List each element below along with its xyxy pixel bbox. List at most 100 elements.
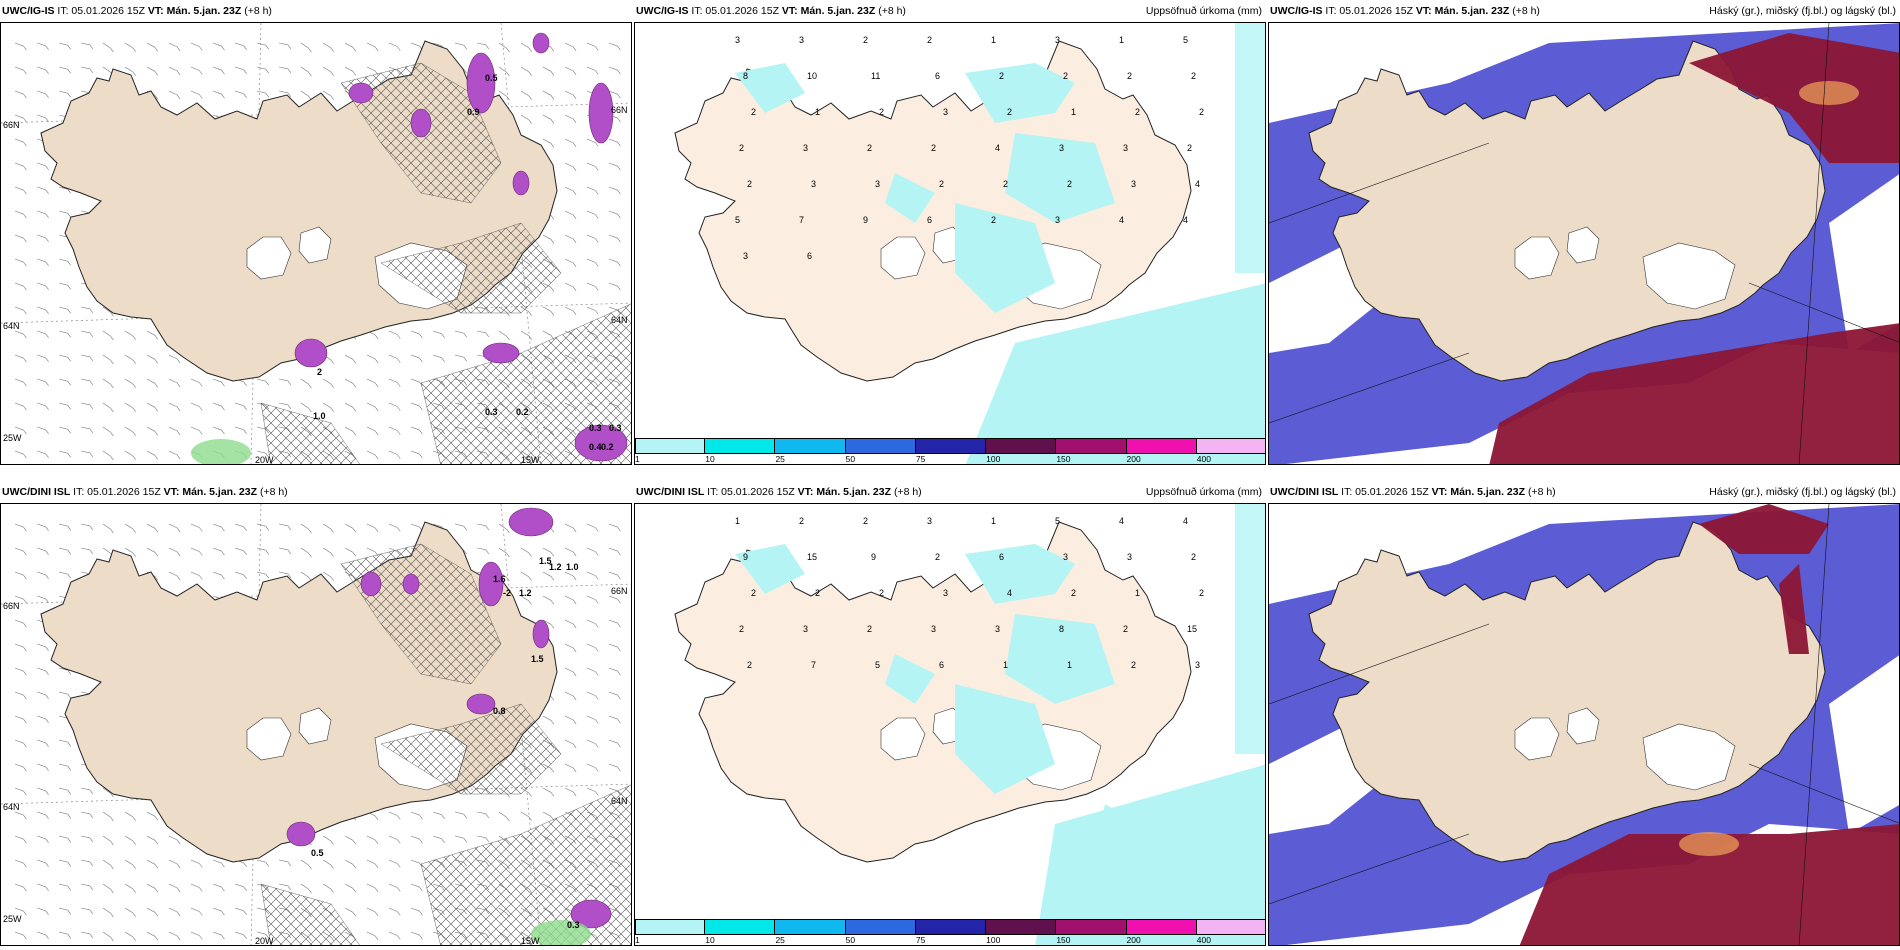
wind-barb bbox=[550, 624, 555, 629]
wind-barb bbox=[432, 330, 442, 334]
glacier-gap bbox=[880, 717, 926, 761]
cloud-map[interactable] bbox=[1268, 22, 1900, 465]
wind-barb bbox=[388, 330, 398, 335]
wind-barb bbox=[132, 936, 136, 941]
colorbar-swatch bbox=[1126, 919, 1197, 935]
wind-barb bbox=[485, 44, 490, 49]
lon-label-20w: 20W bbox=[255, 936, 274, 946]
wind-barb bbox=[419, 934, 423, 940]
cloud-map[interactable] bbox=[1268, 503, 1900, 946]
wind-barb bbox=[234, 931, 244, 935]
precip-map[interactable]: 3 3 2 2 1 3 1 5 8 10 11 6 2 2 2 2 2 1 2 3 2 1 2 2 2 3 2 2 4 3 3 2 2 3 3 2 2 2… bbox=[634, 22, 1266, 465]
model-name: UWC/IG-IS bbox=[636, 5, 689, 17]
wind-barb bbox=[221, 886, 225, 892]
wind-barb bbox=[397, 406, 401, 411]
wind-barb bbox=[23, 622, 27, 628]
precip-value: 4 bbox=[1007, 588, 1012, 598]
wind-barb bbox=[630, 451, 631, 452]
wind-barb bbox=[102, 450, 111, 457]
wind-barb bbox=[564, 90, 574, 96]
wind-barb bbox=[154, 864, 159, 869]
wind-barb bbox=[550, 768, 555, 773]
wind-barb bbox=[124, 402, 133, 408]
wind-barb bbox=[14, 402, 24, 407]
colorbar-swatch bbox=[635, 438, 706, 454]
wind-barb bbox=[463, 550, 467, 555]
wind-barb bbox=[14, 835, 24, 840]
wind-barb bbox=[58, 907, 68, 911]
wind-barb bbox=[36, 571, 46, 575]
precip-map[interactable]: 1 2 2 3 1 5 4 4 9 15 9 2 6 3 3 2 2 2 2 3 4 2 1 2 2 3 2 3 3 8 2 15 2 7 5 6 1 1… bbox=[634, 503, 1266, 946]
wind-barb bbox=[572, 743, 577, 749]
colorbar-tick-label: 50 bbox=[845, 935, 856, 945]
precip-value: 2 bbox=[935, 552, 940, 562]
precip-value: 3 bbox=[799, 35, 804, 45]
wind-barb bbox=[80, 42, 90, 46]
wind-barb bbox=[595, 599, 599, 604]
colorbar-swatch bbox=[1056, 438, 1127, 454]
wind-barb bbox=[300, 523, 309, 530]
wind-barb bbox=[278, 90, 288, 94]
wind-barb bbox=[36, 811, 46, 815]
wind-barb bbox=[630, 163, 631, 164]
wind-barb bbox=[374, 815, 379, 821]
wind-barb bbox=[278, 378, 288, 382]
wind-barb bbox=[110, 455, 114, 461]
lead-time: (+8 h) bbox=[1512, 5, 1540, 17]
precip-value: 4 bbox=[1119, 516, 1124, 526]
wind-barb bbox=[190, 907, 200, 912]
wind-barb bbox=[102, 402, 111, 409]
wind-map[interactable]: 1.5 1.6 -2 1.2 1.2 1.0 1.5 0.8 0.3 0.5 66N 64N 25W 20… bbox=[0, 503, 632, 946]
wind-barb bbox=[132, 383, 136, 388]
wind-barb bbox=[498, 330, 507, 337]
precip-value: 3 bbox=[875, 179, 880, 189]
wind-barb bbox=[14, 811, 24, 816]
precip-value: 2 bbox=[863, 35, 868, 45]
wind-barb bbox=[617, 69, 621, 75]
wind-barb bbox=[14, 547, 24, 552]
wind-barb bbox=[617, 237, 621, 243]
wind-barb bbox=[102, 883, 111, 890]
precip-value: 6 bbox=[935, 71, 940, 81]
wind-barb bbox=[58, 835, 68, 839]
wind-barb bbox=[595, 142, 599, 147]
wind-barb bbox=[617, 742, 621, 748]
wind-barb bbox=[45, 261, 49, 266]
mid-cloud-area bbox=[1779, 564, 1809, 654]
wind-barb bbox=[45, 862, 49, 867]
wind-barb bbox=[506, 47, 510, 53]
colorbar-tick-label: 75 bbox=[915, 454, 926, 464]
wind-barb bbox=[419, 838, 423, 844]
wind-barb bbox=[330, 552, 334, 557]
wind-barb bbox=[454, 42, 464, 46]
precip-value: 1 bbox=[1003, 660, 1008, 670]
wind-barb bbox=[256, 907, 266, 911]
colorbar-swatch bbox=[1196, 919, 1265, 935]
wind-barb bbox=[344, 66, 354, 72]
wind-barb bbox=[221, 574, 225, 580]
precip-value: 4 bbox=[1195, 179, 1200, 189]
wind-barb bbox=[14, 306, 24, 311]
wind-barb bbox=[168, 402, 178, 408]
wind-barb bbox=[80, 787, 90, 791]
wind-barb bbox=[366, 42, 376, 48]
wind-barb bbox=[564, 715, 574, 721]
wind-barb bbox=[397, 863, 401, 868]
value-label: 0.2 bbox=[601, 442, 614, 452]
wind-barb bbox=[23, 766, 27, 772]
wind-barb bbox=[58, 691, 68, 695]
wind-barb bbox=[485, 525, 490, 530]
wind-barb bbox=[463, 45, 467, 50]
wind-barb bbox=[146, 931, 156, 937]
wind-barb bbox=[397, 839, 401, 844]
wind-map[interactable]: 0.5 0.9 1.0 0.3 0.2 0.3 0.3 0.4 0.2 2 66N 64N 25W 20W… bbox=[0, 22, 632, 465]
glacier-gap bbox=[246, 717, 292, 761]
wind-barb bbox=[308, 47, 312, 53]
wind-barb bbox=[630, 331, 631, 332]
wind-barb bbox=[243, 526, 247, 531]
wind-barb bbox=[572, 623, 577, 629]
wind-barb bbox=[146, 42, 156, 48]
wind-barb bbox=[528, 335, 532, 340]
wind-barb bbox=[595, 575, 599, 580]
wind-barb bbox=[564, 66, 574, 72]
